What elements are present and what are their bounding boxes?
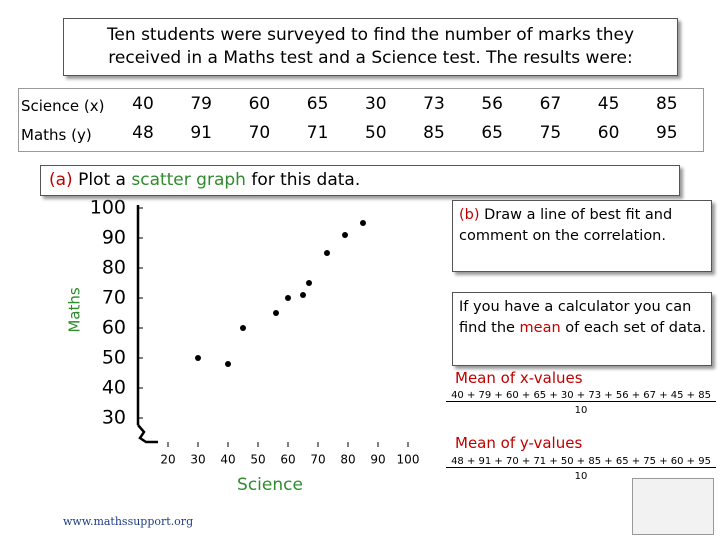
- x-tick-label: 50: [250, 453, 265, 467]
- x-tick-label: 70: [310, 453, 325, 467]
- formula-denominator: 10: [574, 471, 588, 482]
- text: of each set of data.: [560, 320, 707, 336]
- axis-break: [137, 424, 158, 444]
- x-tick-label: 30: [190, 453, 205, 467]
- title-line: Ten students were surveyed to find the n…: [106, 25, 635, 45]
- x-axis-label: Science: [237, 475, 303, 495]
- point: [273, 310, 279, 316]
- table-cell: 73: [423, 94, 445, 114]
- table-cell: 56: [481, 94, 503, 114]
- point: [195, 355, 201, 361]
- table-cell: 67: [539, 94, 562, 114]
- row-label: Maths (y): [21, 126, 92, 144]
- table-cell: 85: [423, 123, 445, 143]
- part-a: (a) Plot a scatter graph for this data.: [49, 170, 360, 190]
- point: [300, 292, 306, 298]
- point: [324, 250, 330, 256]
- mean-heading: Mean of y-values: [455, 434, 583, 452]
- table-cell: 60: [248, 94, 271, 114]
- part-b-box: (b) Draw a line of best fit and comment …: [452, 200, 712, 272]
- table-cell: 91: [190, 123, 212, 143]
- x-tick-label: 60: [280, 453, 295, 467]
- point: [342, 232, 348, 238]
- y-axis-label: Maths: [66, 287, 84, 333]
- point: [306, 280, 312, 286]
- table-cell: 65: [481, 123, 503, 143]
- row-label: Science (x): [21, 97, 105, 115]
- mean-heading: Mean of x-values: [455, 369, 583, 387]
- point: [240, 325, 246, 331]
- text: Draw a line of best fit and comment on t…: [459, 207, 673, 244]
- y-tick-label: 70: [102, 287, 126, 309]
- data-table: Science (x) 40 79 60 65 30 73 56 67 45 85 Maths (y)…: [18, 88, 704, 152]
- y-tick-label: 30: [102, 407, 126, 429]
- table-cell: 45: [597, 94, 620, 114]
- x-tick-label: 90: [370, 453, 385, 467]
- y-tick-label: 40: [102, 377, 126, 399]
- table-cell: 50: [364, 123, 387, 143]
- formula-denominator: 10: [574, 405, 588, 416]
- formula-numerator: 48 + 91 + 70 + 71 + 50 + 85 + 65 + 75 + …: [446, 456, 716, 468]
- title-box: Ten students were surveyed to find the n…: [63, 18, 678, 76]
- x-tick-label: 20: [160, 453, 175, 467]
- title-line: received in a Maths test and a Science t…: [108, 48, 633, 68]
- table-cell: 71: [306, 123, 329, 143]
- point: [285, 295, 291, 301]
- point: [225, 361, 231, 367]
- table-cell: 79: [190, 94, 212, 114]
- y-tick-label: 50: [102, 347, 126, 369]
- table-cell: 70: [248, 123, 271, 143]
- footer: www.mathssupport.org: [63, 515, 194, 528]
- y-tick-label: 90: [102, 227, 126, 249]
- keyword: scatter graph: [131, 170, 246, 190]
- formula-numerator: 40 + 79 + 60 + 65 + 30 + 73 + 56 + 67 + …: [446, 390, 716, 402]
- part-label: (b): [459, 207, 480, 223]
- part-label: (a): [49, 170, 73, 190]
- x-tick-label: 80: [340, 453, 355, 467]
- x-tick-label: 100: [397, 453, 420, 467]
- y-tick-label: 100: [90, 197, 126, 219]
- y-tick-label: 80: [102, 257, 126, 279]
- table-cell: 30: [364, 94, 387, 114]
- text: Plot a: [72, 170, 132, 190]
- table-cell: 48: [132, 123, 154, 143]
- logo: [632, 478, 714, 535]
- table-cell: 85: [655, 94, 678, 114]
- part-a-box: (a) Plot a scatter graph for this data.: [40, 165, 680, 196]
- table-cell: 95: [655, 123, 678, 143]
- table-cell: 40: [132, 94, 154, 114]
- table-cell: 75: [539, 123, 562, 143]
- point: [360, 220, 366, 226]
- calculator-note: If you have a calculator you can find th…: [459, 297, 707, 339]
- text: If you have a calculator you can find th…: [459, 299, 692, 336]
- y-tick-label: 60: [102, 317, 126, 339]
- x-tick-label: 40: [220, 453, 235, 467]
- table-cell: 60: [597, 123, 620, 143]
- text: for this data.: [245, 170, 361, 190]
- keyword: mean: [519, 320, 561, 336]
- calculator-box: If you have a calculator you can find th…: [452, 292, 712, 366]
- part-b: (b) Draw a line of best fit and comment …: [459, 205, 704, 247]
- table-cell: 65: [306, 94, 329, 114]
